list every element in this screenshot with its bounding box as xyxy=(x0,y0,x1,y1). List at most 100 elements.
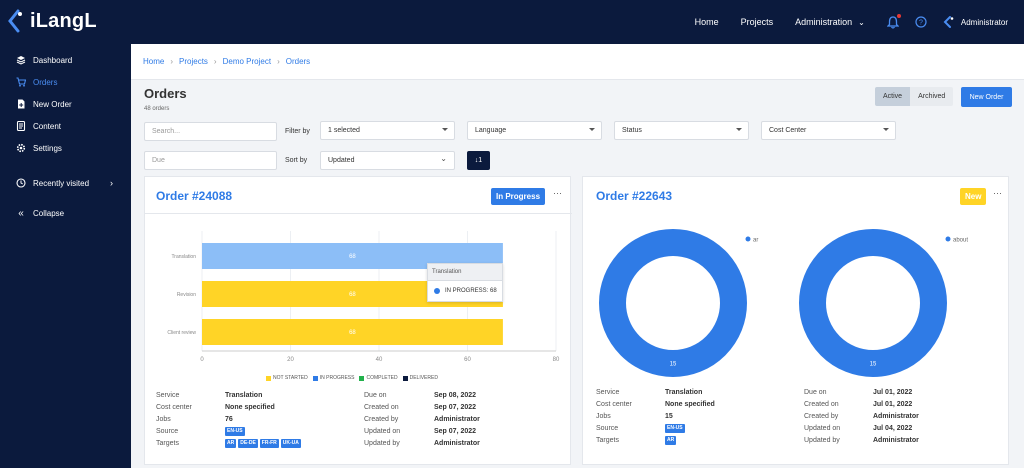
legend-label: about xyxy=(953,238,968,244)
detail-label: Service xyxy=(156,392,180,399)
detail-updated-by: Administrator xyxy=(873,437,919,444)
detail-service: Translation xyxy=(665,389,703,396)
detail-due-on: Sep 08, 2022 xyxy=(434,392,477,399)
caret-down-icon xyxy=(736,128,742,131)
x-tick-label: 20 xyxy=(287,357,294,363)
more-options-icon[interactable]: ··· xyxy=(553,188,562,198)
breadcrumb-demo-project[interactable]: Demo Project xyxy=(222,57,272,66)
detail-label: Updated by xyxy=(804,437,840,444)
order-card[interactable]: Order #22643 New ··· 15 ar 15 about Servic… xyxy=(582,176,1009,465)
chevron-down-icon: ⌄ xyxy=(440,154,447,163)
legend-item[interactable]: COMPLETED xyxy=(359,375,398,381)
chevron-right-icon: › xyxy=(110,178,113,188)
chevron-right-icon: › xyxy=(213,57,217,66)
detail-label: Due on xyxy=(364,392,387,399)
data-label: 68 xyxy=(349,254,356,260)
sidebar-item-content[interactable]: Content xyxy=(0,115,131,137)
status-select[interactable]: Status xyxy=(614,121,749,140)
detail-created-on: Sep 07, 2022 xyxy=(434,404,477,411)
breadcrumb-projects[interactable]: Projects xyxy=(179,57,208,66)
donut-slice xyxy=(799,229,947,377)
detail-due-on: Jul 01, 2022 xyxy=(873,389,913,396)
legend-item[interactable]: IN PROGRESS xyxy=(312,375,355,381)
language-select[interactable]: Language xyxy=(467,121,602,140)
donut-chart: 15 about xyxy=(799,229,968,377)
user-menu[interactable]: Administrator xyxy=(943,16,1008,28)
sidebar-item-dashboard[interactable]: Dashboard xyxy=(0,49,131,71)
detail-label: Updated on xyxy=(364,428,401,435)
detail-label: Source xyxy=(596,425,619,432)
x-tick-label: 0 xyxy=(200,357,204,363)
archive-toggle: Active Archived xyxy=(875,87,954,106)
detail-label: Updated by xyxy=(364,440,400,447)
donut-slice xyxy=(599,229,747,377)
toggle-archived[interactable]: Archived xyxy=(910,87,954,106)
nav-home[interactable]: Home xyxy=(694,17,719,27)
content-icon xyxy=(15,120,27,132)
legend-label: ar xyxy=(753,238,758,244)
x-tick-label: 60 xyxy=(464,357,471,363)
y-tick-label: Translation xyxy=(171,254,196,260)
order-count: 48 orders xyxy=(144,106,170,112)
sort-by-label: Sort by xyxy=(285,157,308,164)
chart-tooltip: Translation IN PROGRESS: 68 xyxy=(427,263,503,302)
project-filter-select[interactable]: 1 selected xyxy=(320,121,455,140)
toggle-active[interactable]: Active xyxy=(875,87,911,106)
layers-icon xyxy=(15,54,27,66)
logo[interactable]: iLangL xyxy=(8,9,97,33)
main-content: Home › Projects › Demo Project › Orders … xyxy=(131,44,1024,468)
legend-label: DELIVERED xyxy=(409,375,438,381)
user-logo-icon xyxy=(943,16,954,28)
detail-label: Created by xyxy=(364,416,399,423)
sort-select[interactable]: Updated ⌄ xyxy=(320,151,455,170)
detail-service: Translation xyxy=(225,392,263,399)
nav-projects[interactable]: Projects xyxy=(740,17,774,27)
source-tags: EN-US xyxy=(225,427,247,436)
series-dot xyxy=(434,288,440,294)
breadcrumb-orders[interactable]: Orders xyxy=(285,57,311,66)
legend-item[interactable]: NOT STARTED xyxy=(266,375,308,381)
new-order-button[interactable]: New Order xyxy=(961,87,1012,107)
language-tag: EN-US xyxy=(665,424,685,433)
help-icon: ? xyxy=(915,16,927,28)
document-plus-icon xyxy=(15,98,27,110)
detail-label: Updated on xyxy=(804,425,841,432)
chevron-down-icon: ⌄ xyxy=(858,18,865,27)
user-name: Administrator xyxy=(960,17,1008,27)
data-label: 68 xyxy=(349,292,356,298)
breadcrumb: Home › Projects › Demo Project › Orders xyxy=(131,44,1024,80)
page-title: Orders xyxy=(144,86,187,101)
sidebar-item-collapse[interactable]: « Collapse xyxy=(0,202,131,224)
sidebar-item-settings[interactable]: Settings xyxy=(0,137,131,159)
breadcrumb-home[interactable]: Home xyxy=(143,57,165,66)
help-button[interactable]: ? xyxy=(915,16,927,28)
nav-administration[interactable]: Administration ⌄ xyxy=(795,17,865,27)
sidebar-item-new-order[interactable]: New Order xyxy=(0,93,131,115)
detail-label: Source xyxy=(156,428,179,435)
order-title[interactable]: Order #22643 xyxy=(596,189,673,203)
sidebar-item-recently-visited[interactable]: Recently visited › xyxy=(0,172,131,194)
project-filter-value: 1 selected xyxy=(328,127,360,134)
sidebar-item-label: New Order xyxy=(33,99,72,109)
order-title[interactable]: Order #24088 xyxy=(156,189,233,203)
detail-label: Targets xyxy=(156,440,179,447)
language-tag: UK-UA xyxy=(280,439,301,448)
sidebar-item-orders[interactable]: Orders xyxy=(0,71,131,93)
notifications-button[interactable] xyxy=(886,13,901,29)
svg-text:?: ? xyxy=(919,20,923,27)
due-date-input[interactable]: Due xyxy=(144,151,277,170)
detail-updated-on: Sep 07, 2022 xyxy=(434,428,477,435)
more-options-icon[interactable]: ··· xyxy=(993,188,1002,198)
order-card[interactable]: Order #24088 In Progress ··· 0 20 40 60 80 Tr… xyxy=(144,176,572,465)
legend-label: IN PROGRESS xyxy=(319,375,355,381)
cost-center-select[interactable]: Cost Center xyxy=(761,121,896,140)
language-tag: EN-US xyxy=(225,427,245,436)
detail-created-on: Jul 01, 2022 xyxy=(873,401,913,408)
legend-item[interactable]: DELIVERED xyxy=(402,375,438,381)
language-tag: FR-FR xyxy=(259,439,279,448)
sort-direction-button[interactable]: ↓1 xyxy=(467,151,490,170)
search-input[interactable]: Search... xyxy=(144,122,277,141)
data-label: 15 xyxy=(670,362,677,368)
tooltip-label: IN PROGRESS: xyxy=(445,288,489,294)
nav-administration-label: Administration xyxy=(795,17,853,27)
